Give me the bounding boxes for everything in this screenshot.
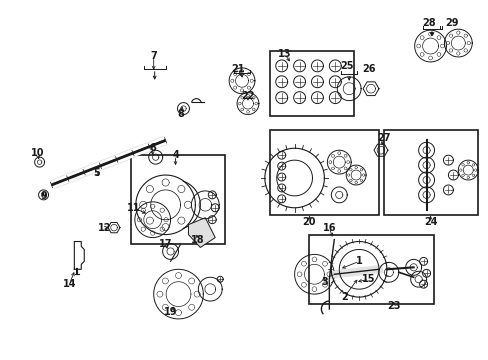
Text: 13: 13 [277,49,291,59]
Text: 6: 6 [149,143,156,153]
Text: 7: 7 [150,51,157,61]
Text: 5: 5 [93,168,100,178]
Text: 24: 24 [423,217,436,227]
Text: 10: 10 [31,148,44,158]
Text: 22: 22 [241,91,254,101]
Bar [269,130,378,215]
Text: 18: 18 [190,234,204,244]
Text: 28: 28 [421,18,434,28]
Text: 12: 12 [98,222,112,233]
Bar [131,155,224,244]
Text: 17: 17 [159,239,172,249]
Text: 25: 25 [340,61,353,71]
Bar [269,51,353,116]
Text: 16: 16 [322,222,335,233]
Text: 27: 27 [376,133,390,143]
Text: 14: 14 [62,279,76,289]
Text: 3: 3 [320,277,327,287]
Bar [309,235,433,304]
Text: 1: 1 [355,256,362,266]
Text: 21: 21 [231,64,244,74]
Text: 8: 8 [177,108,183,118]
Text: 26: 26 [362,64,375,74]
Text: 20: 20 [302,217,316,227]
Text: 19: 19 [163,307,177,317]
Bar [383,130,477,215]
Text: 2: 2 [340,292,347,302]
Text: 23: 23 [386,301,400,311]
Text: 9: 9 [40,191,47,201]
Text: 11: 11 [127,203,141,213]
Polygon shape [188,218,215,247]
Text: 4: 4 [172,150,179,160]
Text: 29: 29 [445,18,458,28]
Text: 15: 15 [362,274,375,284]
